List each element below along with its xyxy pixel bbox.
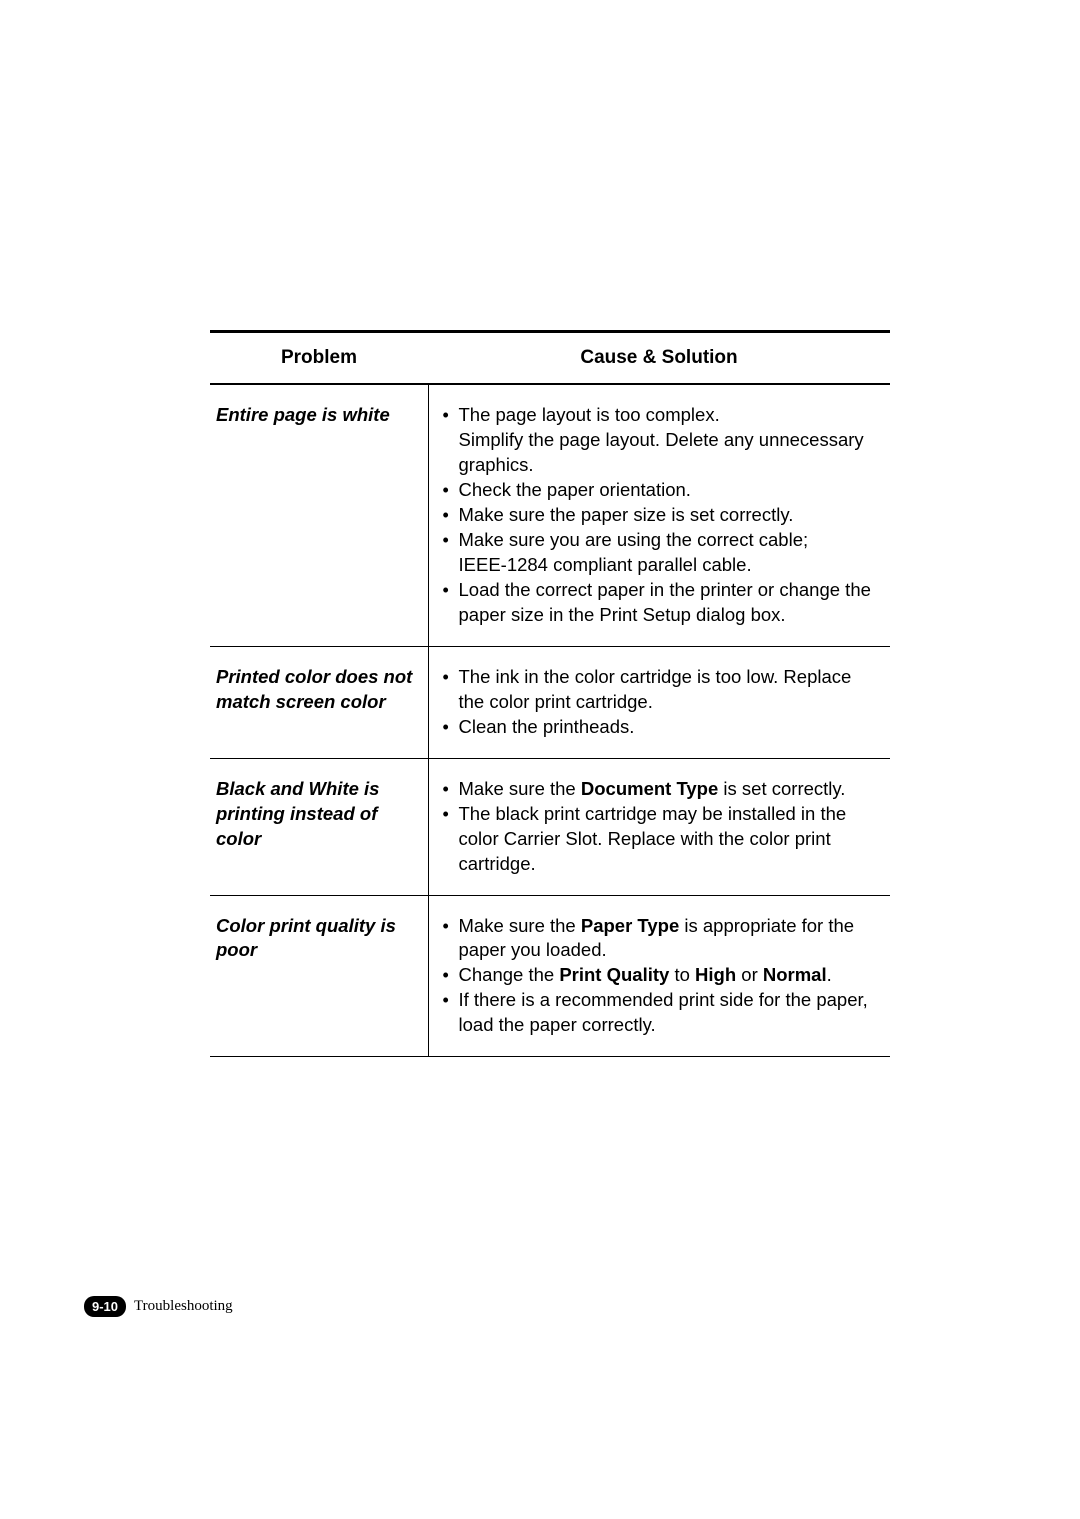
page-number-badge: 9-10 [84, 1296, 126, 1317]
text-run: Make sure the [459, 778, 581, 799]
text-run: Check the paper orientation. [459, 479, 691, 500]
text-run: Make sure the [459, 915, 581, 936]
bold-term: Normal [763, 964, 827, 985]
list-item: If there is a recommended print side for… [443, 988, 883, 1038]
page-footer: 9-10 Troubleshooting [84, 1296, 233, 1317]
table-row: Printed color does not match screen colo… [210, 646, 890, 758]
sub-text: IEEE-1284 compliant parallel cable. [459, 553, 883, 578]
header-problem: Problem [210, 332, 428, 385]
text-run: or [736, 964, 763, 985]
list-item: The ink in the color cartridge is too lo… [443, 665, 883, 715]
table-row: Color print quality is poor Make sure the… [210, 895, 890, 1057]
list-item: Make sure the paper size is set correctl… [443, 503, 883, 528]
table-row: Black and White is printing instead of c… [210, 758, 890, 895]
list-item: Make sure you are using the correct cabl… [443, 528, 883, 578]
text-run: Make sure the paper size is set correctl… [459, 504, 794, 525]
text-run: is set correctly. [718, 778, 845, 799]
text-run: Change the [459, 964, 560, 985]
table-row: Entire page is whiteThe page layout is t… [210, 384, 890, 646]
solution-cell: The ink in the color cartridge is too lo… [428, 646, 890, 758]
table-header-row: Problem Cause & Solution [210, 332, 890, 385]
text-run: The black print cartridge may be install… [459, 803, 847, 874]
problem-cell: Entire page is white [210, 384, 428, 646]
list-item: Make sure the Document Type is set corre… [443, 777, 883, 802]
solution-cell: Make sure the Document Type is set corre… [428, 758, 890, 895]
text-run: Make sure you are using the correct cabl… [459, 529, 809, 550]
text-run: If there is a recommended print side for… [459, 989, 868, 1035]
bold-term: Print Quality [559, 964, 669, 985]
solution-cell: Make sure the Paper Type is appropriate … [428, 895, 890, 1057]
table-body: Entire page is whiteThe page layout is t… [210, 384, 890, 1057]
list-item: Check the paper orientation. [443, 478, 883, 503]
page-container: Problem Cause & Solution Entire page is … [0, 0, 1080, 1519]
text-run: Clean the printheads. [459, 716, 635, 737]
solution-list: The ink in the color cartridge is too lo… [443, 665, 883, 740]
text-run: The page layout is too complex. [459, 404, 720, 425]
bold-term: Document Type [581, 778, 718, 799]
list-item: Change the Print Quality to High or Norm… [443, 963, 883, 988]
list-item: The page layout is too complex. Simplify … [443, 403, 883, 478]
solution-list: Make sure the Document Type is set corre… [443, 777, 883, 877]
footer-section-title: Troubleshooting [134, 1298, 233, 1315]
problem-cell: Color print quality is poor [210, 895, 428, 1057]
solution-list: Make sure the Paper Type is appropriate … [443, 914, 883, 1039]
bold-term: High [695, 964, 736, 985]
solution-cell: The page layout is too complex. Simplify … [428, 384, 890, 646]
bold-term: Paper Type [581, 915, 679, 936]
text-run: to [669, 964, 695, 985]
sub-text: Simplify the page layout. Delete any unn… [459, 428, 883, 478]
problem-cell: Black and White is printing instead of c… [210, 758, 428, 895]
problem-cell: Printed color does not match screen colo… [210, 646, 428, 758]
list-item: The black print cartridge may be install… [443, 802, 883, 877]
list-item: Load the correct paper in the printer or… [443, 578, 883, 628]
troubleshooting-table: Problem Cause & Solution Entire page is … [210, 330, 890, 1057]
solution-list: The page layout is too complex. Simplify … [443, 403, 883, 628]
text-run: . [827, 964, 832, 985]
text-run: Load the correct paper in the printer or… [459, 579, 871, 625]
header-solution: Cause & Solution [428, 332, 890, 385]
list-item: Clean the printheads. [443, 715, 883, 740]
list-item: Make sure the Paper Type is appropriate … [443, 914, 883, 964]
text-run: The ink in the color cartridge is too lo… [459, 666, 852, 712]
